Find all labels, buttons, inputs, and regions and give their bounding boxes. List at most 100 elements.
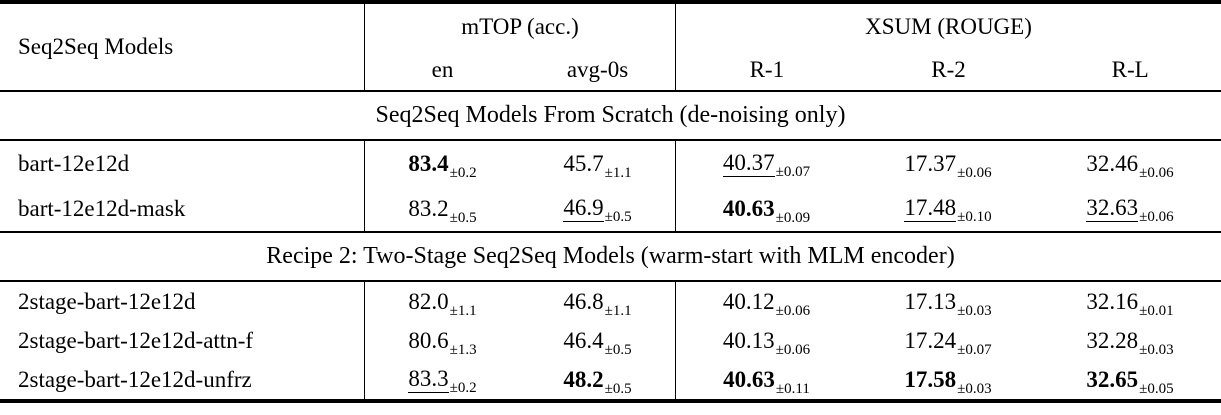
- metric-cell-avg0s: 46.8±1.1: [520, 282, 675, 321]
- header-group-xsum-label: XSUM (ROUGE): [865, 14, 1032, 39]
- metric-stddev: ±0.07: [775, 164, 811, 181]
- header-mtop-subcolumns: en avg-0s: [365, 50, 675, 90]
- metric-cell-r2: 17.37±0.06: [857, 141, 1039, 186]
- metric-value: 32.46: [1086, 150, 1139, 176]
- header-group-mtop: mTOP (acc.) en avg-0s: [365, 4, 675, 90]
- metric-cell-r1: 40.63±0.09: [675, 186, 857, 231]
- metric-stddev: ±0.11: [775, 380, 810, 397]
- metric-cell-en: 83.2±0.5: [365, 186, 520, 231]
- metric-cell-avg0s: 46.4±0.5: [520, 321, 675, 360]
- table-header: Seq2Seq Models mTOP (acc.) en avg-0s XSU…: [0, 4, 1221, 90]
- header-col-r2: R-2: [931, 57, 966, 82]
- metric-value: 17.24: [904, 327, 957, 353]
- metric-cell-r2: 17.48±0.10: [857, 186, 1039, 231]
- metric-cell-avg0s: 45.7±1.1: [520, 141, 675, 186]
- metric-value: 17.37: [904, 150, 957, 176]
- table-row: 2stage-bart-12e12d 82.0±1.1 46.8±1.1 40.…: [0, 282, 1221, 321]
- table-row: 2stage-bart-12e12d-attn-f 80.6±1.3 46.4±…: [0, 321, 1221, 360]
- metric-cell-rl: 32.65±0.05: [1039, 360, 1221, 399]
- header-col-rl: R-L: [1111, 57, 1149, 82]
- metric-cell-r1: 40.13±0.06: [675, 321, 857, 360]
- metric-cell-en: 82.0±1.1: [365, 282, 520, 321]
- header-col-r1: R-1: [749, 57, 785, 82]
- metric-cell-r2: 17.58±0.03: [857, 360, 1039, 399]
- metric-stddev: ±0.03: [957, 302, 992, 319]
- metric-stddev: ±1.1: [449, 302, 477, 319]
- metric-stddev: ±0.06: [1139, 164, 1174, 181]
- metric-stddev: ±0.06: [775, 302, 811, 319]
- metric-value: 46.9: [563, 195, 604, 222]
- metric-stddev: ±0.06: [1139, 209, 1174, 226]
- metric-stddev: ±0.06: [775, 341, 811, 358]
- metric-stddev: ±1.1: [604, 302, 632, 319]
- metric-value: 83.2: [408, 195, 449, 221]
- metric-stddev: ±0.01: [1139, 302, 1174, 319]
- metric-value: 46.4: [563, 327, 604, 353]
- header-group-xsum: XSUM (ROUGE) R-1 R-2 R-L: [675, 4, 1221, 90]
- table-row: bart-12e12d 83.4±0.2 45.7±1.1 40.37±0.07…: [0, 141, 1221, 186]
- header-xsum-subcolumns: R-1 R-2 R-L: [676, 50, 1221, 90]
- model-name: bart-12e12d-mask: [0, 186, 365, 231]
- metric-value: 17.58: [904, 366, 957, 392]
- metric-cell-rl: 32.63±0.06: [1039, 186, 1221, 231]
- header-model-column: Seq2Seq Models: [0, 4, 365, 90]
- metric-cell-en: 83.4±0.2: [365, 141, 520, 186]
- metric-value: 40.37: [722, 150, 775, 177]
- model-name: 2stage-bart-12e12d-attn-f: [0, 321, 365, 360]
- metric-value: 32.63: [1086, 195, 1139, 222]
- metric-cell-r2: 17.24±0.07: [857, 321, 1039, 360]
- table-row: 2stage-bart-12e12d-unfrz 83.3±0.2 48.2±0…: [0, 360, 1221, 399]
- metric-value: 32.16: [1086, 288, 1139, 314]
- model-name: 2stage-bart-12e12d-unfrz: [0, 360, 365, 399]
- metric-value: 17.48: [904, 195, 957, 222]
- metric-value: 48.2: [563, 366, 604, 392]
- metric-cell-r1: 40.63±0.11: [675, 360, 857, 399]
- metric-stddev: ±0.2: [449, 164, 477, 181]
- model-name: 2stage-bart-12e12d: [0, 282, 365, 321]
- metric-cell-en: 80.6±1.3: [365, 321, 520, 360]
- metric-cell-avg0s: 46.9±0.5: [520, 186, 675, 231]
- metric-stddev: ±0.03: [1139, 341, 1174, 358]
- table-row: bart-12e12d-mask 83.2±0.5 46.9±0.5 40.63…: [0, 186, 1221, 231]
- metric-value: 83.3: [408, 366, 449, 393]
- metric-stddev: ±0.07: [957, 341, 992, 358]
- metric-cell-r1: 40.12±0.06: [675, 282, 857, 321]
- metric-value: 17.13: [904, 288, 957, 314]
- metric-value: 46.8: [563, 288, 604, 314]
- metric-cell-r2: 17.13±0.03: [857, 282, 1039, 321]
- metric-stddev: ±0.10: [957, 209, 992, 226]
- metric-stddev: ±0.03: [957, 380, 992, 397]
- metric-cell-rl: 32.46±0.06: [1039, 141, 1221, 186]
- results-table: Seq2Seq Models mTOP (acc.) en avg-0s XSU…: [0, 0, 1221, 403]
- metric-value: 82.0: [408, 288, 449, 314]
- section-recipe2-rows: 2stage-bart-12e12d 82.0±1.1 46.8±1.1 40.…: [0, 282, 1221, 399]
- metric-cell-en: 83.3±0.2: [365, 360, 520, 399]
- section-from-scratch-rows: bart-12e12d 83.4±0.2 45.7±1.1 40.37±0.07…: [0, 141, 1221, 231]
- metric-value: 40.63: [722, 195, 775, 221]
- metric-stddev: ±1.3: [449, 341, 477, 358]
- metric-stddev: ±0.5: [604, 341, 632, 358]
- metric-stddev: ±0.06: [957, 164, 992, 181]
- metric-value: 40.13: [722, 327, 775, 353]
- metric-cell-r1: 40.37±0.07: [675, 141, 857, 186]
- metric-stddev: ±0.5: [604, 209, 632, 226]
- metric-value: 83.4: [408, 150, 449, 176]
- header-group-mtop-label: mTOP (acc.): [461, 14, 579, 39]
- metric-cell-avg0s: 48.2±0.5: [520, 360, 675, 399]
- metric-value: 45.7: [563, 150, 604, 176]
- metric-cell-rl: 32.28±0.03: [1039, 321, 1221, 360]
- section-title-from-scratch: Seq2Seq Models From Scratch (de-noising …: [0, 90, 1221, 141]
- metric-value: 32.28: [1086, 327, 1139, 353]
- section-title-recipe2: Recipe 2: Two-Stage Seq2Seq Models (warm…: [0, 231, 1221, 282]
- metric-stddev: ±0.5: [604, 380, 632, 397]
- model-name: bart-12e12d: [0, 141, 365, 186]
- metric-stddev: ±0.09: [775, 209, 811, 226]
- metric-stddev: ±0.05: [1139, 380, 1174, 397]
- metric-value: 40.12: [722, 288, 775, 314]
- header-col-en: en: [431, 57, 454, 82]
- metric-cell-rl: 32.16±0.01: [1039, 282, 1221, 321]
- metric-value: 32.65: [1086, 366, 1139, 392]
- metric-stddev: ±0.5: [449, 209, 477, 226]
- metric-value: 80.6: [408, 327, 449, 353]
- metric-value: 40.63: [723, 366, 775, 392]
